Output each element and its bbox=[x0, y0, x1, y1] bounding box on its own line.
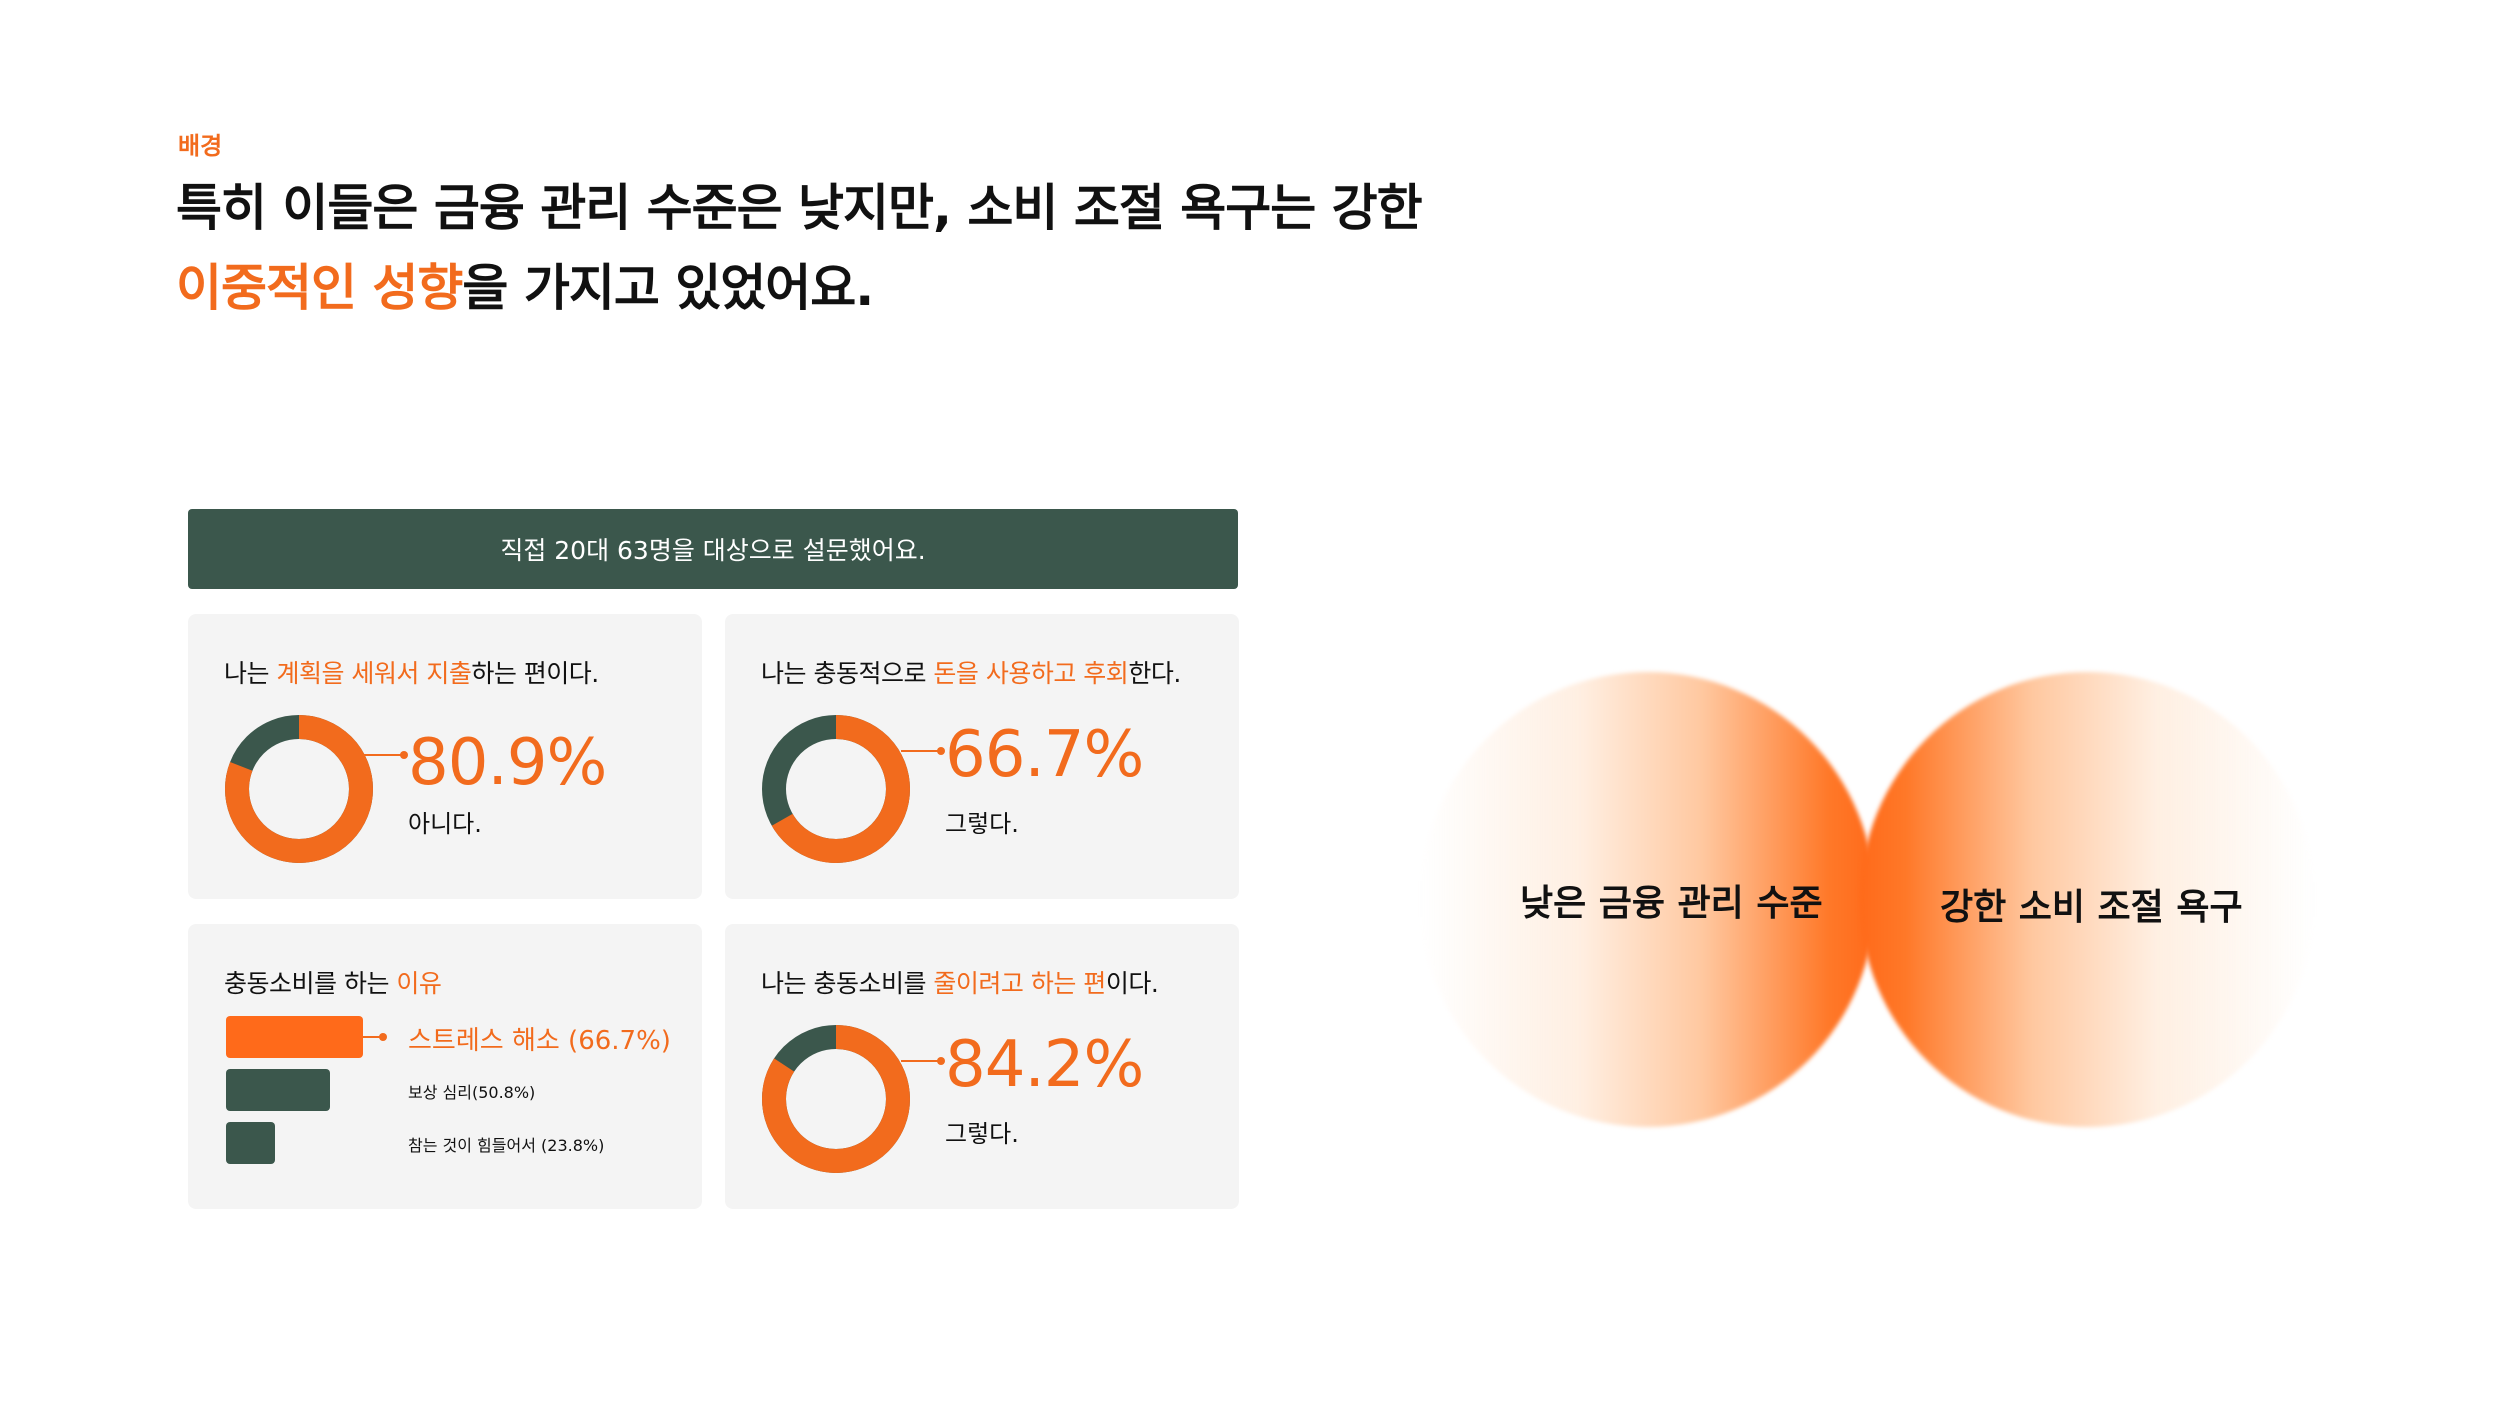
card-title: 충동소비를 하는 이유 bbox=[224, 964, 442, 1000]
reason-bar-label: 스트레스 해소 (66.7%) bbox=[408, 1026, 671, 1056]
section-eyebrow: 배경 bbox=[178, 132, 223, 160]
venn-label-left: 낮은 금융 관리 수준 bbox=[1520, 883, 1823, 924]
reason-bar-label: 보상 심리(50.8%) bbox=[408, 1083, 536, 1102]
survey-card-impulse-regret: 나는 충동적으로 돈을 사용하고 후회한다. 66.7% 그렇다. bbox=[725, 614, 1239, 899]
leader-dot bbox=[379, 1033, 387, 1041]
answer-label: 아니다. bbox=[408, 810, 482, 838]
leader-line bbox=[901, 747, 945, 755]
card-title-post: 한다. bbox=[1128, 659, 1181, 688]
card-title: 나는 계획을 세워서 지출하는 편이다. bbox=[224, 654, 599, 690]
reason-bar bbox=[226, 1069, 330, 1111]
donut-slice-main bbox=[225, 715, 373, 863]
donut-slice-main bbox=[762, 715, 910, 863]
headline-highlight: 이중적인 성향 bbox=[176, 259, 463, 317]
dual-tendency-venn: 낮은 금융 관리 수준 강한 소비 조절 욕구 bbox=[1420, 672, 2320, 1132]
venn-label-right: 강한 소비 조절 욕구 bbox=[1940, 887, 2243, 928]
card-title-pre: 나는 충동소비를 bbox=[761, 969, 934, 998]
reason-bar bbox=[226, 1122, 275, 1164]
headline-line-1: 특히 이들은 금융 관리 수준은 낮지만, 소비 조절 욕구는 강한 bbox=[176, 179, 1423, 237]
leader-line bbox=[901, 1057, 945, 1065]
card-title-highlight: 돈을 사용하고 후회 bbox=[933, 659, 1129, 688]
card-title-highlight: 이유 bbox=[396, 969, 442, 998]
card-title: 나는 충동소비를 줄이려고 하는 편이다. bbox=[761, 964, 1159, 1000]
card-title-pre: 나는 충동적으로 bbox=[761, 659, 934, 688]
reason-leader-line bbox=[363, 1033, 387, 1041]
leader-line bbox=[364, 751, 408, 759]
percent-value: 84.2% bbox=[945, 1028, 1144, 1102]
donut-chart bbox=[225, 715, 373, 863]
answer-label: 그렇다. bbox=[945, 810, 1019, 838]
venn-circle-left bbox=[1420, 672, 1875, 1127]
reason-bar-label: 참는 것이 힘들어서 (23.8%) bbox=[408, 1136, 605, 1155]
card-title-highlight: 계획을 세워서 지출 bbox=[276, 659, 472, 688]
survey-card-planned-spending: 나는 계획을 세워서 지출하는 편이다. 80.9% 아니다. bbox=[188, 614, 702, 899]
card-title: 나는 충동적으로 돈을 사용하고 후회한다. bbox=[761, 654, 1181, 690]
survey-card-impulse-reasons: 충동소비를 하는 이유 스트레스 해소 (66.7%) 보상 심리(50.8%) 참… bbox=[188, 924, 702, 1209]
donut-chart bbox=[762, 715, 910, 863]
card-title-highlight: 줄이려고 하는 편 bbox=[933, 969, 1106, 998]
card-title-post: 이다. bbox=[1105, 969, 1159, 998]
headline-line-2: 이중적인 성향을 가지고 있었어요. bbox=[176, 248, 1576, 328]
answer-label: 그렇다. bbox=[945, 1120, 1019, 1148]
headline-rest: 을 가지고 있었어요. bbox=[462, 259, 874, 317]
donut-slice-main bbox=[762, 1025, 910, 1173]
venn-circle-right bbox=[1860, 672, 2315, 1127]
card-title-pre: 충동소비를 하는 bbox=[224, 969, 397, 998]
survey-card-reduce-impulse: 나는 충동소비를 줄이려고 하는 편이다. 84.2% 그렇다. bbox=[725, 924, 1239, 1209]
reason-bar bbox=[226, 1016, 363, 1058]
percent-value: 66.7% bbox=[945, 718, 1144, 792]
donut-chart bbox=[762, 1025, 910, 1173]
leader-dot bbox=[937, 747, 945, 755]
leader-dot bbox=[937, 1057, 945, 1065]
percent-value: 80.9% bbox=[408, 726, 607, 800]
card-title-post: 하는 편이다. bbox=[471, 659, 599, 688]
headline: 특히 이들은 금융 관리 수준은 낮지만, 소비 조절 욕구는 강한 이중적인 … bbox=[176, 168, 1576, 328]
leader-dot bbox=[400, 751, 408, 759]
survey-banner: 직접 20대 63명을 대상으로 설문했어요. bbox=[188, 509, 1238, 589]
card-title-pre: 나는 bbox=[224, 659, 277, 688]
